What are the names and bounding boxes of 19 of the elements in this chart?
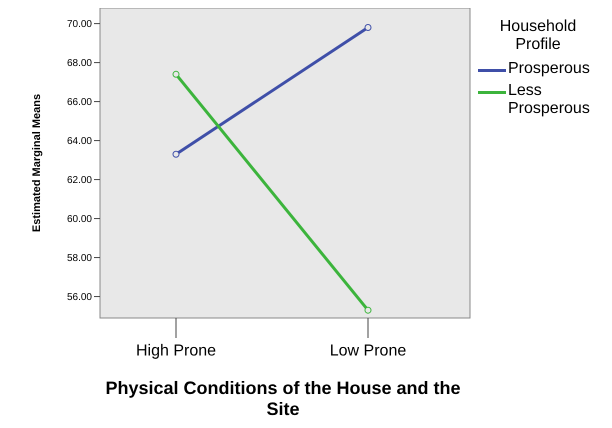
x-tick-label: High Prone xyxy=(136,342,216,360)
legend-label: Prosperous xyxy=(508,60,590,78)
y-tick-label: 70.00 xyxy=(66,19,92,30)
y-axis-title: Estimated Marginal Means xyxy=(30,94,43,232)
x-axis-title: Physical Conditions of the House and the Site xyxy=(104,378,462,420)
y-tick-label: 66.00 xyxy=(66,97,92,108)
y-tick-label: 68.00 xyxy=(66,58,92,70)
y-tick-label: 56.00 xyxy=(66,292,92,304)
point xyxy=(172,70,180,78)
y-tick-label: 58.00 xyxy=(66,253,92,264)
point xyxy=(364,306,372,314)
y-tick-label: 62.00 xyxy=(66,175,92,186)
legend-label: Less Prosperous xyxy=(508,82,591,118)
point xyxy=(172,150,180,158)
x-tick-label: Low Prone xyxy=(330,342,406,360)
point xyxy=(364,24,372,31)
legend-title: Household Profile xyxy=(498,18,578,54)
y-tick-label: 60.00 xyxy=(66,214,92,226)
y-tick-label: 64.00 xyxy=(66,136,92,148)
